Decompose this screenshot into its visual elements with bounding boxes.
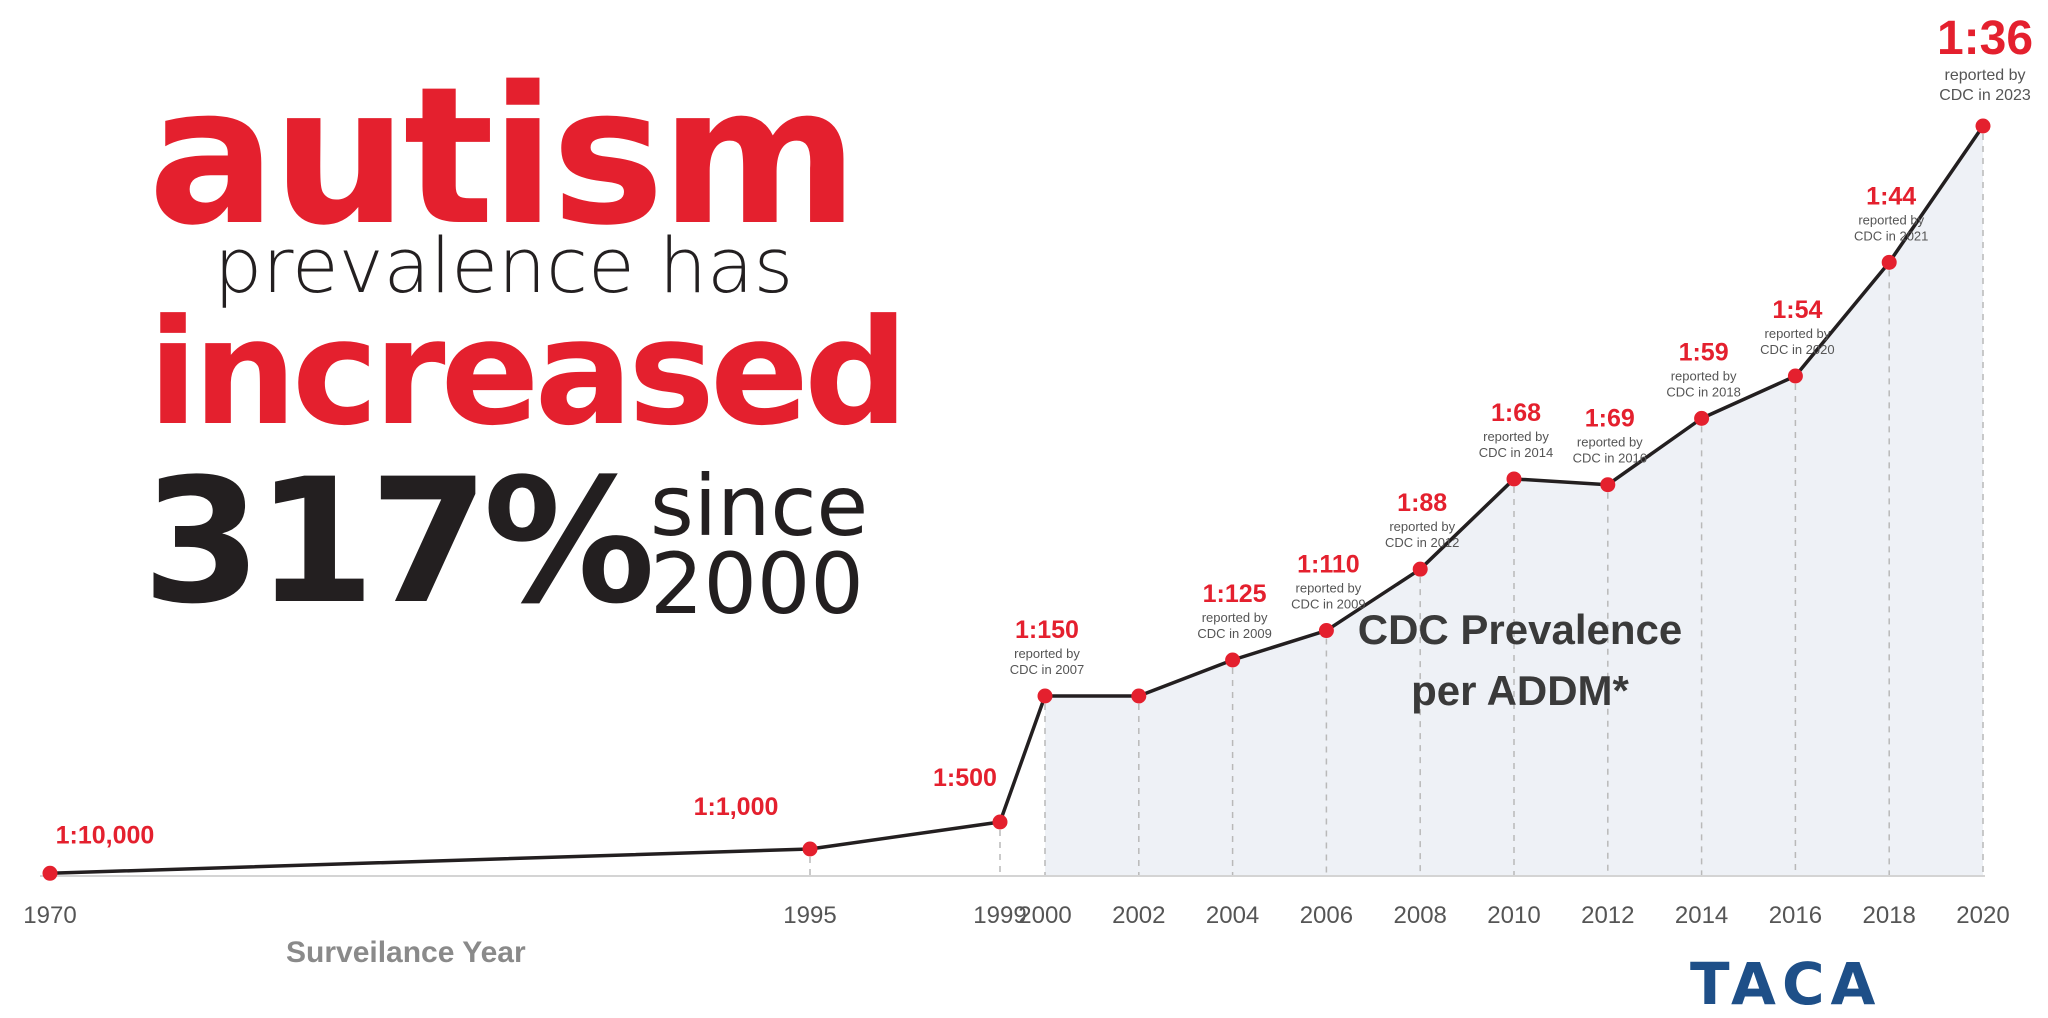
data-label-2018: 1:44 bbox=[1866, 182, 1916, 210]
data-point-2012 bbox=[1600, 477, 1616, 493]
data-note-2010-line1: reported by bbox=[1483, 429, 1549, 444]
data-point-2018 bbox=[1881, 254, 1897, 270]
area-label-line1: CDC Prevalence bbox=[1357, 606, 1683, 653]
data-note-2020-line2: CDC in 2023 bbox=[1939, 87, 2031, 104]
area-label: CDC Prevalence per ADDM* bbox=[1320, 600, 1720, 722]
headline-autism: autism bbox=[148, 46, 858, 267]
taca-logo: TACA bbox=[1690, 950, 1882, 1018]
data-point-1970 bbox=[42, 865, 58, 881]
x-tick-2008: 2008 bbox=[1394, 902, 1447, 929]
headline-percent: 317% bbox=[142, 441, 655, 642]
series-line bbox=[49, 125, 1985, 876]
x-tick-2000: 2000 bbox=[1018, 902, 1071, 929]
data-point-2010 bbox=[1506, 471, 1522, 487]
data-note-2020-line1: reported by bbox=[1945, 67, 2026, 84]
x-tick-2012: 2012 bbox=[1581, 902, 1634, 929]
data-note-2004-line1: reported by bbox=[1202, 610, 1268, 625]
data-note-2004-line2: CDC in 2009 bbox=[1197, 626, 1271, 641]
data-note-2014-line1: reported by bbox=[1671, 368, 1737, 383]
headline-prevalence-has: prevalence has bbox=[214, 221, 794, 310]
data-note-2010-line2: CDC in 2014 bbox=[1479, 445, 1553, 460]
data-label-2010: 1:68 bbox=[1491, 399, 1541, 427]
x-tick-2004: 2004 bbox=[1206, 902, 1259, 929]
data-point-2006 bbox=[1318, 623, 1334, 639]
x-axis-title: Surveilance Year bbox=[286, 936, 526, 969]
data-note-2012-line1: reported by bbox=[1577, 435, 1643, 450]
data-note-2000-line2: CDC in 2007 bbox=[1010, 662, 1084, 677]
guide-lines-layer bbox=[809, 134, 1984, 876]
data-note-2006-line2: CDC in 2009 bbox=[1291, 597, 1365, 612]
data-label-2016: 1:54 bbox=[1772, 296, 1822, 324]
x-tick-1999: 1999 bbox=[973, 902, 1026, 929]
area-label-line2: per ADDM* bbox=[1411, 666, 1629, 714]
x-tick-2006: 2006 bbox=[1300, 902, 1353, 929]
data-point-2000 bbox=[1037, 688, 1053, 704]
x-tick-2016: 2016 bbox=[1769, 902, 1822, 929]
data-label-2012: 1:69 bbox=[1585, 405, 1635, 433]
series-line-layer bbox=[49, 125, 1985, 876]
headline: autism prevalence has increased 317% sin… bbox=[0, 0, 909, 628]
data-point-1999 bbox=[992, 814, 1008, 830]
x-tick-1995: 1995 bbox=[783, 902, 836, 929]
data-note-2018-line2: CDC in 2021 bbox=[1854, 228, 1928, 243]
data-label-1999: 1:500 bbox=[933, 764, 997, 792]
headline-year: 2000 bbox=[650, 535, 864, 633]
data-note-2006-line1: reported by bbox=[1296, 581, 1362, 596]
x-tick-2010: 2010 bbox=[1487, 902, 1540, 929]
data-note-2008-line1: reported by bbox=[1389, 519, 1455, 534]
x-tick-1970: 1970 bbox=[23, 902, 76, 929]
data-point-2008 bbox=[1412, 561, 1428, 577]
data-point-2020 bbox=[1975, 118, 1991, 134]
data-point-2016 bbox=[1787, 368, 1803, 384]
x-tick-2020: 2020 bbox=[1956, 902, 2009, 929]
data-note-2016-line2: CDC in 2020 bbox=[1760, 342, 1834, 357]
data-label-2004: 1:125 bbox=[1203, 580, 1267, 608]
data-point-2002 bbox=[1131, 688, 1147, 704]
headline-since: since bbox=[650, 457, 869, 555]
data-note-2014-line2: CDC in 2018 bbox=[1666, 384, 1740, 399]
data-point-2014 bbox=[1694, 410, 1710, 426]
headline-increased: increased bbox=[148, 288, 909, 458]
data-note-2000-line1: reported by bbox=[1014, 646, 1080, 661]
data-label-1970: 1:10,000 bbox=[56, 821, 155, 849]
data-label-1995: 1:1,000 bbox=[694, 793, 779, 821]
data-note-2016-line1: reported by bbox=[1765, 326, 1831, 341]
data-label-2000: 1:150 bbox=[1015, 616, 1079, 644]
x-tick-2014: 2014 bbox=[1675, 902, 1728, 929]
data-label-2006: 1:110 bbox=[1297, 551, 1360, 579]
data-note-2008-line2: CDC in 2012 bbox=[1385, 535, 1459, 550]
data-note-2012-line2: CDC in 2016 bbox=[1573, 451, 1647, 466]
data-label-2014: 1:59 bbox=[1679, 338, 1729, 366]
data-points-layer bbox=[42, 118, 1991, 881]
data-label-2008: 1:88 bbox=[1397, 489, 1447, 517]
x-tick-2002: 2002 bbox=[1112, 902, 1165, 929]
data-note-2018-line1: reported by bbox=[1858, 212, 1924, 227]
data-point-1995 bbox=[802, 841, 818, 857]
x-tick-2018: 2018 bbox=[1863, 902, 1916, 929]
data-point-2004 bbox=[1225, 652, 1241, 668]
data-label-2020: 1:36 bbox=[1937, 12, 2033, 65]
